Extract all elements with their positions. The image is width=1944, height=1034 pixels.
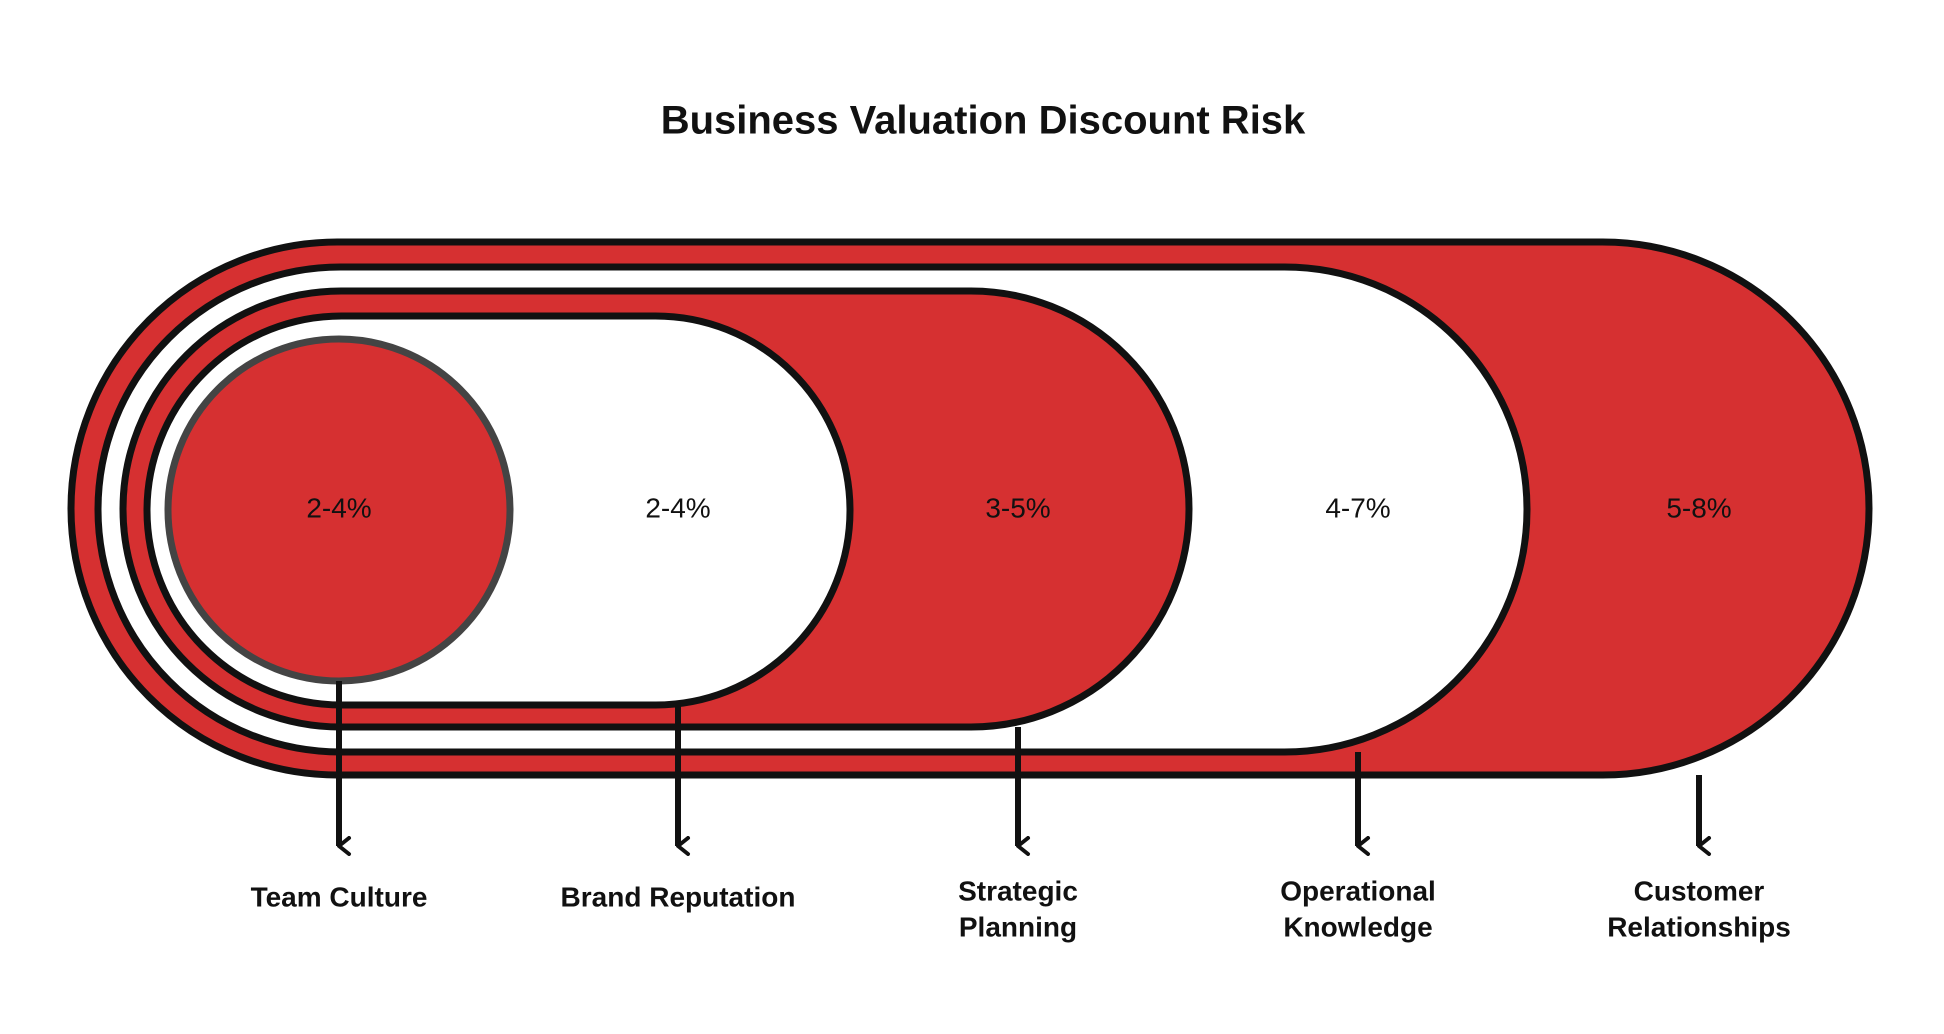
range-label: 4-7% — [1325, 492, 1390, 523]
node-label: Team Culture — [251, 881, 428, 912]
range-label: 5-8% — [1666, 492, 1731, 523]
node-label: Customer — [1634, 875, 1765, 906]
node-label: Strategic — [958, 875, 1078, 906]
node-label: Operational — [1280, 875, 1436, 906]
node-label: Relationships — [1607, 911, 1791, 942]
title: Business Valuation Discount Risk — [661, 99, 1306, 143]
node-label: Brand Reputation — [561, 881, 796, 912]
node-label: Knowledge — [1283, 911, 1432, 942]
range-label: 3-5% — [985, 492, 1050, 523]
range-label: 2-4% — [306, 492, 371, 523]
range-label: 2-4% — [645, 492, 710, 523]
node-label: Planning — [959, 911, 1077, 942]
